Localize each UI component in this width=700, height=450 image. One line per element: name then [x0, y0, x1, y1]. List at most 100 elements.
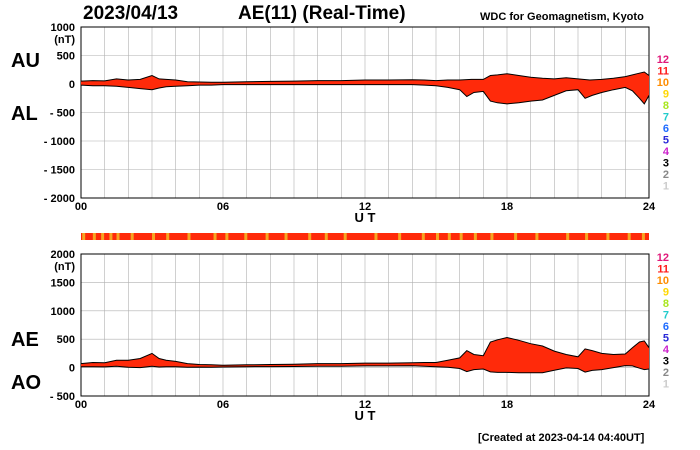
x-tick-label: 12 [359, 201, 371, 213]
y-tick-label: 500 [57, 51, 75, 63]
station-coverage-bar [81, 233, 649, 240]
legend-level-12: 12 [657, 252, 669, 264]
coverage-gap-mark [82, 233, 86, 240]
ao-label: AO [11, 372, 41, 394]
legend-level-6: 6 [663, 321, 669, 333]
x-axis-label: U T [355, 408, 376, 423]
legend-level-2: 2 [663, 169, 669, 181]
legend-level-12: 12 [657, 54, 669, 66]
coverage-gap-mark [436, 233, 439, 240]
coverage-gap-mark [324, 233, 328, 240]
y-tick-label: 0 [69, 79, 75, 91]
legend-level-11: 11 [657, 264, 669, 276]
coverage-gap-mark [490, 233, 494, 240]
coverage-gap-mark [473, 233, 477, 240]
x-tick-label: 18 [501, 201, 513, 213]
coverage-gap-mark [308, 233, 312, 240]
coverage-gap-mark [374, 233, 378, 240]
y-unit-label: (nT) [54, 261, 75, 273]
credit-label: WDC for Geomagnetism, Kyoto [480, 11, 644, 23]
x-tick-label: 06 [217, 201, 229, 213]
au-al-panel: 1000 500 0 - 500 - 1000 - 1500 - 2000 (nT) 00 06 1… [44, 22, 656, 225]
date-title: 2023/04/13 [83, 3, 179, 24]
y-tick-label: - 2000 [44, 193, 75, 205]
coverage-gap-mark [244, 233, 248, 240]
coverage-gap-mark [116, 233, 120, 240]
legend-level-10: 10 [657, 275, 669, 287]
legend-level-11: 11 [657, 66, 669, 78]
created-timestamp: [Created at 2023-04-14 04:40UT] [478, 432, 645, 444]
coverage-gap-mark [459, 233, 463, 240]
x-tick-label: 06 [217, 399, 229, 411]
x-tick-label: 12 [359, 399, 371, 411]
ae-label: AE [11, 329, 39, 351]
x-axis-label: U T [355, 210, 376, 225]
coverage-gap-mark [421, 233, 425, 240]
legend-level-3: 3 [663, 356, 669, 368]
legend-level-9: 9 [663, 287, 669, 299]
series-line-al [80, 84, 650, 105]
y-tick-label: 1000 [51, 22, 75, 34]
coverage-gap-mark [284, 233, 288, 240]
y-unit-label: (nT) [54, 34, 75, 46]
x-tick-label: 24 [643, 201, 656, 213]
al-label: AL [11, 103, 38, 125]
x-tick-label: 00 [75, 201, 87, 213]
legend-level-7: 7 [663, 112, 669, 124]
coverage-gap-mark [641, 233, 645, 240]
area-fill-au-al [81, 72, 649, 104]
coverage-gap-mark [627, 233, 631, 240]
au-label: AU [11, 50, 40, 72]
plot-frame [80, 253, 650, 397]
y-tick-label: 0 [69, 363, 75, 375]
coverage-gap-mark [225, 233, 229, 240]
area-fill-ae-ao [81, 337, 649, 373]
y-tick-label: - 500 [50, 391, 75, 403]
legend-level-3: 3 [663, 158, 669, 170]
coverage-gap-mark [585, 233, 589, 240]
coverage-gap-mark [514, 233, 518, 240]
y-tick-label: - 1000 [44, 136, 75, 148]
coverage-gap-mark [398, 233, 402, 240]
plot-frame [80, 26, 650, 199]
legend-level-4: 4 [663, 344, 670, 356]
legend-level-1: 1 [663, 379, 669, 391]
index-title: AE(11) (Real-Time) [238, 3, 406, 24]
legend-level-5: 5 [663, 333, 669, 345]
coverage-gap-mark [265, 233, 269, 240]
coverage-gap-mark [447, 233, 451, 240]
y-tick-label: 2000 [51, 249, 75, 261]
series-line-au [80, 71, 650, 83]
legend-level-8: 8 [663, 100, 669, 112]
coverage-gap-mark [152, 233, 155, 240]
coverage-gap-mark [166, 233, 170, 240]
legend-level-6: 6 [663, 123, 669, 135]
coverage-gap-mark [187, 233, 191, 240]
y-tick-label: 1000 [51, 306, 75, 318]
coverage-gap-mark [101, 233, 105, 240]
coverage-gap-mark [566, 233, 570, 240]
series-line-ao [81, 365, 650, 374]
legend-level-5: 5 [663, 135, 669, 147]
legend-level-7: 7 [663, 310, 669, 322]
x-tick-label: 00 [75, 399, 87, 411]
coverage-gap-mark [343, 233, 347, 240]
legend-level-8: 8 [663, 298, 669, 310]
coverage-gap-mark [606, 233, 610, 240]
x-tick-label: 18 [501, 399, 513, 411]
legend-level-10: 10 [657, 77, 669, 89]
y-tick-label: - 500 [50, 108, 75, 120]
y-tick-label: 500 [57, 334, 75, 346]
legend-level-9: 9 [663, 89, 669, 101]
coverage-gap-mark [109, 233, 113, 240]
series-line-ae [80, 336, 650, 366]
coverage-gap-mark [535, 233, 539, 240]
legend-level-4: 4 [663, 146, 670, 158]
coverage-gap-mark [130, 233, 134, 240]
coverage-strip [81, 233, 649, 240]
coverage-gap-mark [213, 233, 217, 240]
y-tick-label: - 1500 [44, 165, 75, 177]
